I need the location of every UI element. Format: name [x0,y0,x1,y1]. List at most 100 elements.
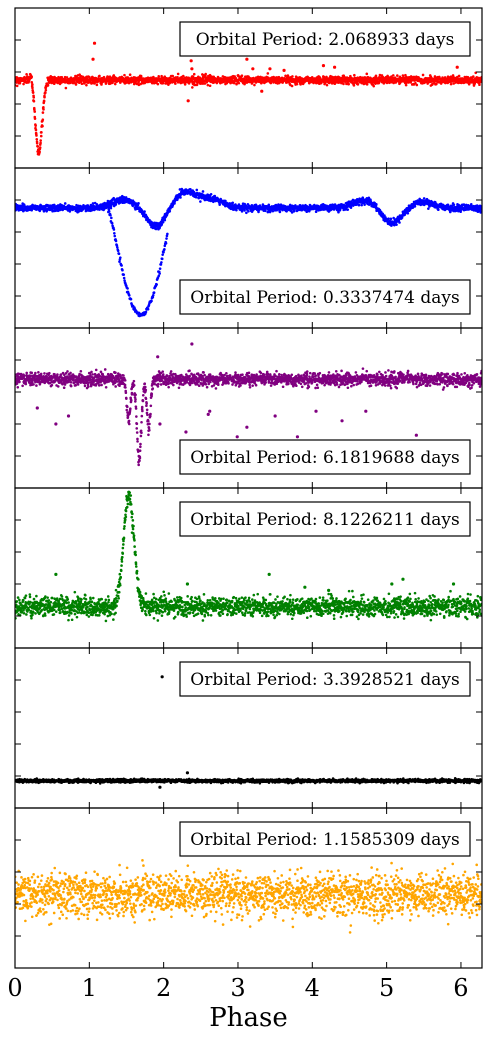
data-point [113,232,116,235]
panel-3: Orbital Period: 6.1819688 days [14,327,483,489]
data-point [339,207,342,211]
data-point [34,128,38,132]
data-point [137,202,140,205]
data-point [352,84,356,87]
data-point [61,382,64,386]
period-label: Orbital Period: 0.3337474 days [190,288,459,308]
data-point [16,385,20,389]
data-point [345,82,348,86]
data-point [323,81,327,85]
data-point [51,76,54,79]
data-point [478,83,481,87]
data-point [179,196,182,199]
data-point [15,84,19,88]
data-point [378,73,382,77]
data-point [25,371,29,375]
data-point [98,74,101,78]
data-point [36,145,40,148]
data-point [74,83,78,86]
data-point [472,84,476,87]
data-point [247,210,250,213]
data-point [89,383,93,386]
data-point [64,86,68,90]
data-point [129,297,133,301]
data-point [415,83,419,87]
data-point [166,232,169,236]
data-point [50,383,54,387]
data-point [201,82,205,85]
data-point [195,188,199,192]
data-point [163,248,166,251]
data-point [33,117,37,120]
data-point [38,146,42,149]
data-point [381,212,385,216]
data-point [195,83,199,86]
panel-3-points [15,342,482,467]
data-point [156,82,160,86]
data-point [160,257,164,261]
data-point [33,108,36,111]
data-point [37,371,40,374]
data-point [117,252,121,256]
data-point [114,203,118,206]
data-point [313,203,316,207]
data-point [43,95,46,99]
data-point [119,256,122,259]
data-point [143,210,146,213]
data-point [34,124,37,127]
data-point [291,75,294,78]
data-point [64,372,68,375]
data-point [110,221,114,225]
data-point [109,204,113,208]
data-point [151,295,155,299]
data-point [208,84,212,88]
data-point [113,234,117,238]
data-point [199,200,202,203]
outlier-point [245,57,249,61]
data-point [168,209,172,213]
data-point [41,124,44,128]
data-point [159,263,163,266]
data-point [235,82,238,86]
outlier-point [455,65,459,69]
data-point [421,73,425,77]
data-point [361,196,365,199]
data-point [35,384,38,387]
data-point [204,72,207,76]
data-point [325,83,329,87]
data-point [76,383,80,386]
data-point [233,75,236,78]
data-point [395,223,398,226]
data-point [63,383,67,386]
data-point [157,274,161,278]
data-point [228,202,232,205]
data-point [292,209,296,213]
outlier-point [190,67,194,71]
data-point [357,203,361,207]
data-point [89,378,93,382]
data-point [204,74,207,78]
data-point [146,216,149,220]
data-point [116,246,119,249]
data-point [68,210,72,213]
data-point [435,82,438,86]
data-point [452,203,456,207]
data-point [346,208,350,211]
data-point [118,260,121,263]
data-point [349,206,353,209]
data-point [72,377,75,381]
data-point [29,374,33,378]
data-point [278,210,282,214]
data-point [46,83,50,87]
data-point [63,373,66,377]
data-point [123,279,126,282]
data-point [160,261,163,264]
data-point [392,216,395,220]
data-point [406,211,410,215]
data-point [206,83,210,87]
data-point [157,75,161,78]
data-point [356,83,360,86]
panel-1: Orbital Period: 2.068933 days [14,7,483,169]
data-point [59,373,63,376]
data-point [107,210,111,213]
